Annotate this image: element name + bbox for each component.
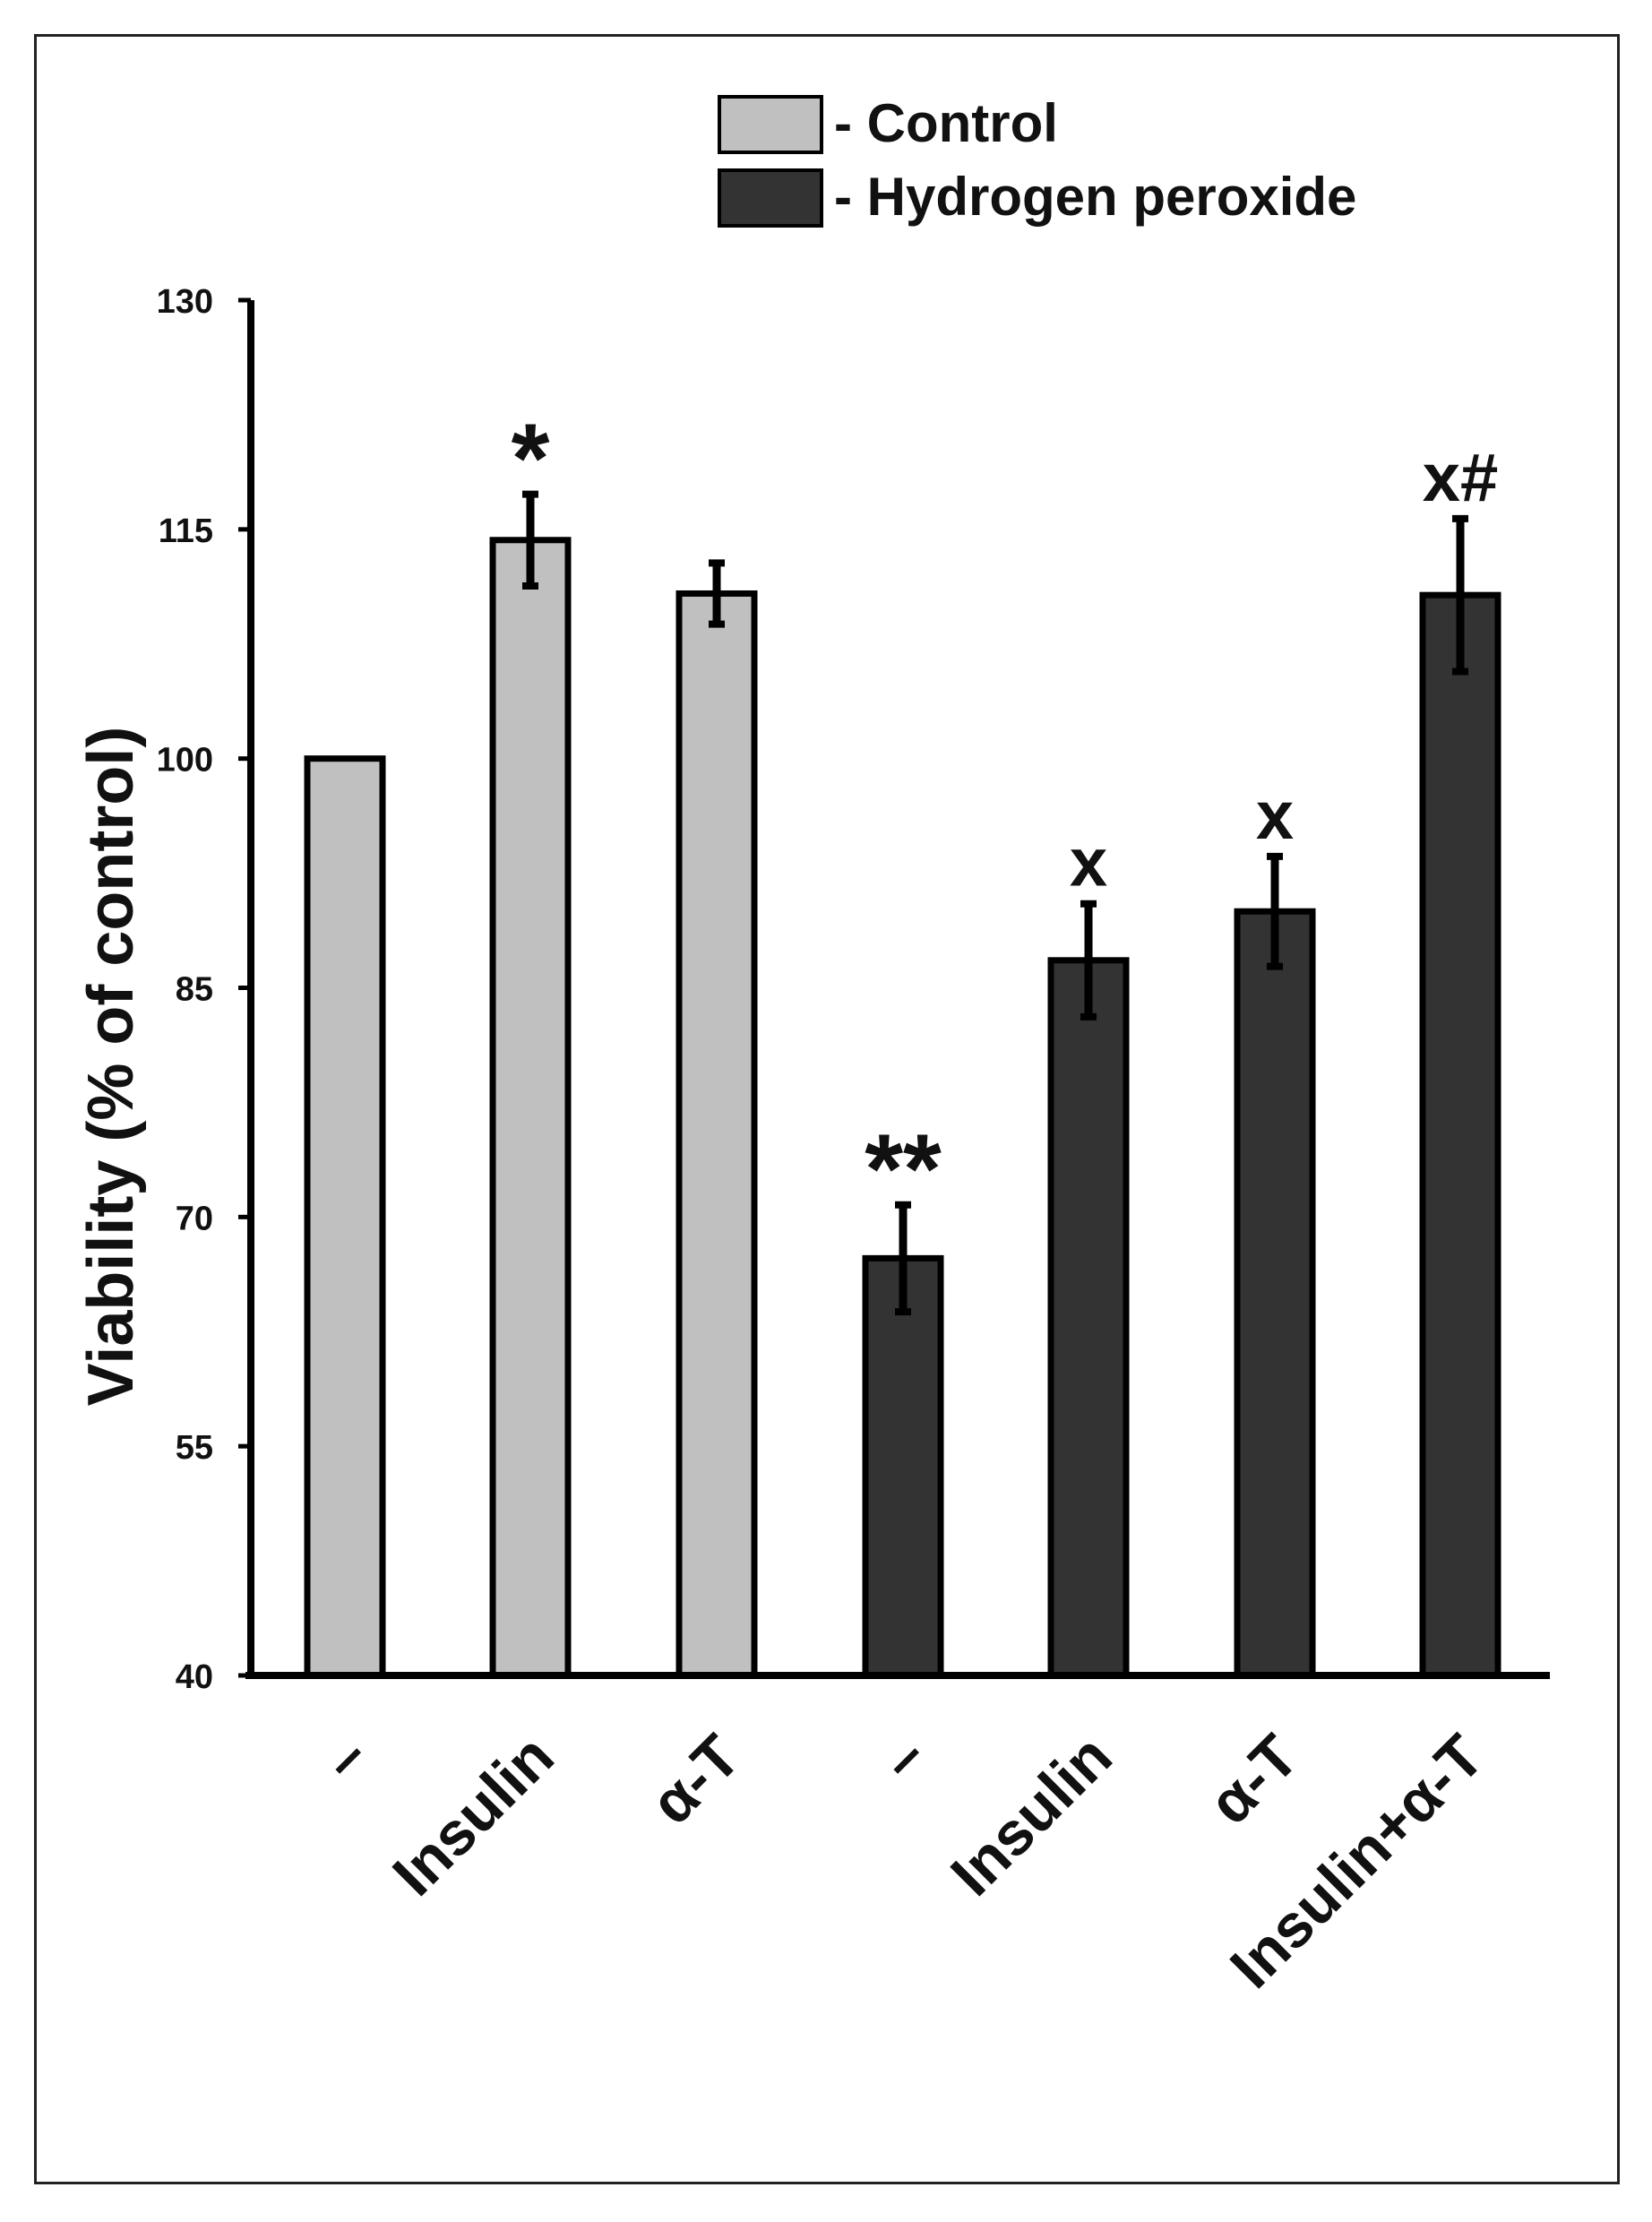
- y-tick-label: 55: [176, 1429, 213, 1467]
- legend-label: - Control: [834, 93, 1058, 153]
- y-tick-label: 115: [159, 512, 213, 550]
- bar: [1234, 908, 1316, 1679]
- legend-label: - Hydrogen peroxide: [834, 167, 1356, 227]
- significance-label: x: [1070, 825, 1107, 901]
- significance-label: **: [865, 1115, 942, 1225]
- bar: [675, 590, 758, 1679]
- x-tick-label: α-T: [1196, 1722, 1312, 1838]
- y-tick-label: 40: [176, 1658, 213, 1696]
- legend-swatch: [718, 168, 823, 228]
- bar: [1419, 591, 1501, 1679]
- legend: - Control - Hydrogen peroxide: [718, 93, 1356, 228]
- y-tick-label: 130: [157, 283, 213, 321]
- x-tick-label: Insulin: [938, 1722, 1125, 1909]
- bars: ***xxx#: [304, 404, 1501, 1679]
- y-tick-label: 85: [176, 971, 213, 1009]
- bar: [862, 1254, 944, 1679]
- bar: [1047, 957, 1130, 1679]
- x-tick-label: –: [867, 1722, 939, 1794]
- significance-label: *: [512, 404, 550, 514]
- x-tick-label: α-T: [638, 1722, 753, 1838]
- y-axis: 40 55 70 85 100 115 130: [157, 283, 254, 1696]
- bar: [304, 755, 386, 1679]
- legend-swatch: [718, 95, 823, 154]
- y-axis-label: Viability (% of control): [75, 727, 147, 1407]
- figure-frame: [34, 34, 1620, 2184]
- y-tick-label: 100: [157, 742, 213, 779]
- x-tick-label: Insulin: [380, 1722, 567, 1909]
- bar: [489, 537, 572, 1679]
- y-tick-label: 70: [176, 1200, 213, 1237]
- x-tick-label: –: [309, 1722, 381, 1794]
- significance-label: x#: [1423, 440, 1499, 516]
- significance-label: x: [1256, 778, 1294, 854]
